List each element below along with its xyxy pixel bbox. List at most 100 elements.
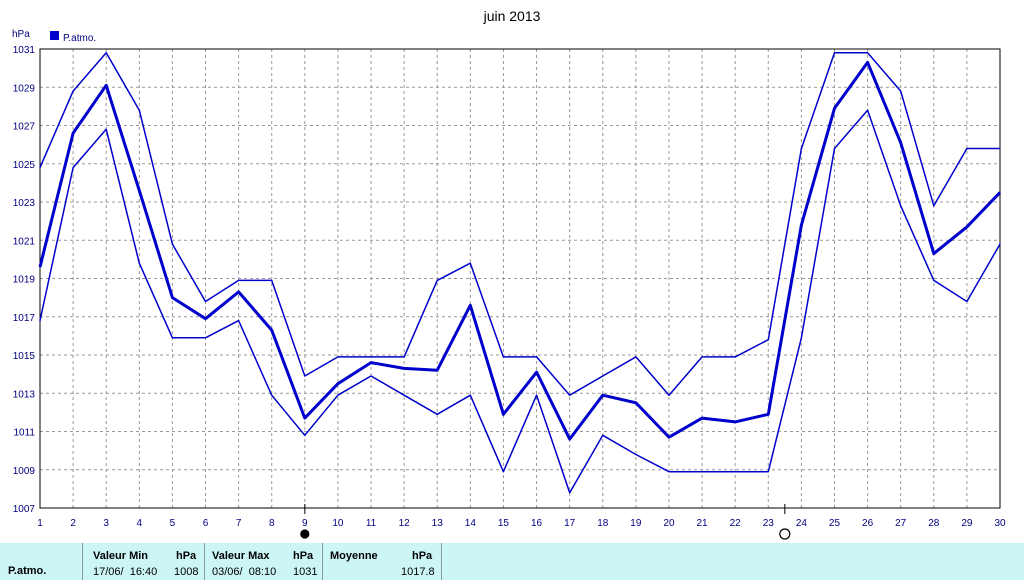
y-tick-label: 1015 <box>13 351 36 362</box>
x-tick-label: 11 <box>366 518 377 529</box>
x-tick-label: 1 <box>37 518 43 529</box>
data-point-mean <box>271 329 273 331</box>
data-point-min <box>436 413 438 415</box>
y-axis-label: hPa <box>12 29 30 40</box>
y-tick-label: 1021 <box>13 236 36 247</box>
min-unit: hPa <box>176 550 197 562</box>
data-point-max <box>535 356 538 358</box>
data-point-mean <box>734 421 736 423</box>
data-point-mean <box>105 84 107 86</box>
mean-header: Moyenne <box>330 550 378 562</box>
min-date: 17/06/ 16:40 <box>93 566 158 578</box>
data-point-mean <box>469 304 471 306</box>
x-tick-label: 17 <box>564 518 576 529</box>
min-value: 1008 <box>174 566 199 578</box>
full-moon-icon <box>779 528 791 540</box>
data-point-max <box>138 109 140 111</box>
data-point-min <box>635 453 637 456</box>
data-point-mean <box>800 224 802 226</box>
x-tick-label: 20 <box>663 518 675 529</box>
data-point-max <box>668 394 670 396</box>
y-tick-label: 1007 <box>13 504 36 515</box>
data-point-max <box>900 90 902 92</box>
data-point-mean <box>866 61 869 63</box>
x-tick-label: 18 <box>597 518 609 529</box>
data-point-min <box>271 394 273 396</box>
x-tick-label: 25 <box>829 518 841 529</box>
y-tick-label: 1023 <box>13 198 36 209</box>
chart: juin 2013 hPa P.atmo. 100710091011101310… <box>12 8 1006 540</box>
data-point-max <box>966 147 968 150</box>
data-point-max <box>72 90 74 92</box>
data-point-min <box>72 166 74 169</box>
data-point-mean <box>138 189 140 192</box>
data-point-max <box>304 375 306 377</box>
data-point-mean <box>502 413 505 415</box>
data-point-max <box>238 279 240 282</box>
data-point-min <box>701 471 703 473</box>
data-point-mean <box>204 318 207 320</box>
data-point-max <box>767 339 769 341</box>
legend-label: P.atmo. <box>63 33 96 44</box>
max-date: 03/06/ 08:10 <box>212 566 277 578</box>
x-tick-label: 2 <box>70 518 76 529</box>
x-tick-label: 5 <box>170 518 176 529</box>
x-tick-label: 23 <box>763 518 775 529</box>
chart-title: juin 2013 <box>483 8 541 24</box>
series-line-mean <box>38 60 1002 441</box>
data-point-min <box>833 147 836 150</box>
data-point-max <box>337 356 339 358</box>
y-tick-label: 1013 <box>13 389 36 400</box>
data-point-min <box>602 434 604 436</box>
x-tick-label: 29 <box>961 518 973 529</box>
data-point-mean <box>72 132 74 134</box>
x-tick-label: 4 <box>137 518 143 529</box>
y-tick-label: 1029 <box>13 83 36 94</box>
new-moon-icon <box>300 529 310 539</box>
x-tick-label: 28 <box>928 518 940 529</box>
x-tick-label: 21 <box>697 518 709 529</box>
data-point-mean <box>569 438 571 440</box>
mean-value: 1017.8 <box>401 566 435 578</box>
x-tick-label: 26 <box>862 518 874 529</box>
data-point-max <box>933 205 935 207</box>
data-point-min <box>403 394 405 396</box>
data-point-min <box>138 262 140 264</box>
max-unit: hPa <box>293 550 314 562</box>
data-point-max <box>569 394 571 396</box>
data-point-max <box>734 356 736 358</box>
x-tick-label: 7 <box>236 518 242 529</box>
data-point-min <box>204 337 207 339</box>
y-tick-label: 1009 <box>13 466 36 477</box>
data-point-min <box>502 471 505 473</box>
data-point-mean <box>171 297 174 299</box>
data-point-mean <box>602 394 604 396</box>
legend-swatch <box>50 31 59 40</box>
data-point-mean <box>833 107 836 109</box>
mean-unit: hPa <box>412 550 433 562</box>
x-tick-label: 24 <box>796 518 808 529</box>
x-tick-label: 13 <box>432 518 444 529</box>
y-tick-label: 1019 <box>13 275 36 286</box>
x-tick-label: 16 <box>531 518 543 529</box>
data-point-mean <box>635 402 637 404</box>
data-point-mean <box>436 369 438 371</box>
data-point-min <box>535 394 538 396</box>
data-point-min <box>370 375 372 377</box>
data-point-min <box>105 128 107 130</box>
data-point-mean <box>370 362 372 364</box>
data-point-max <box>171 243 174 245</box>
y-tick-label: 1025 <box>13 160 36 171</box>
data-point-min <box>999 243 1001 245</box>
data-point-min <box>800 337 802 339</box>
data-point-mean <box>701 417 703 419</box>
x-tick-label: 8 <box>269 518 275 529</box>
data-point-min <box>39 319 41 322</box>
x-tick-label: 19 <box>630 518 642 529</box>
x-tick-label: 12 <box>399 518 411 529</box>
data-point-max <box>436 279 438 282</box>
data-point-max <box>602 375 604 377</box>
data-point-min <box>171 337 174 339</box>
data-point-max <box>833 52 836 54</box>
data-point-max <box>105 52 107 54</box>
